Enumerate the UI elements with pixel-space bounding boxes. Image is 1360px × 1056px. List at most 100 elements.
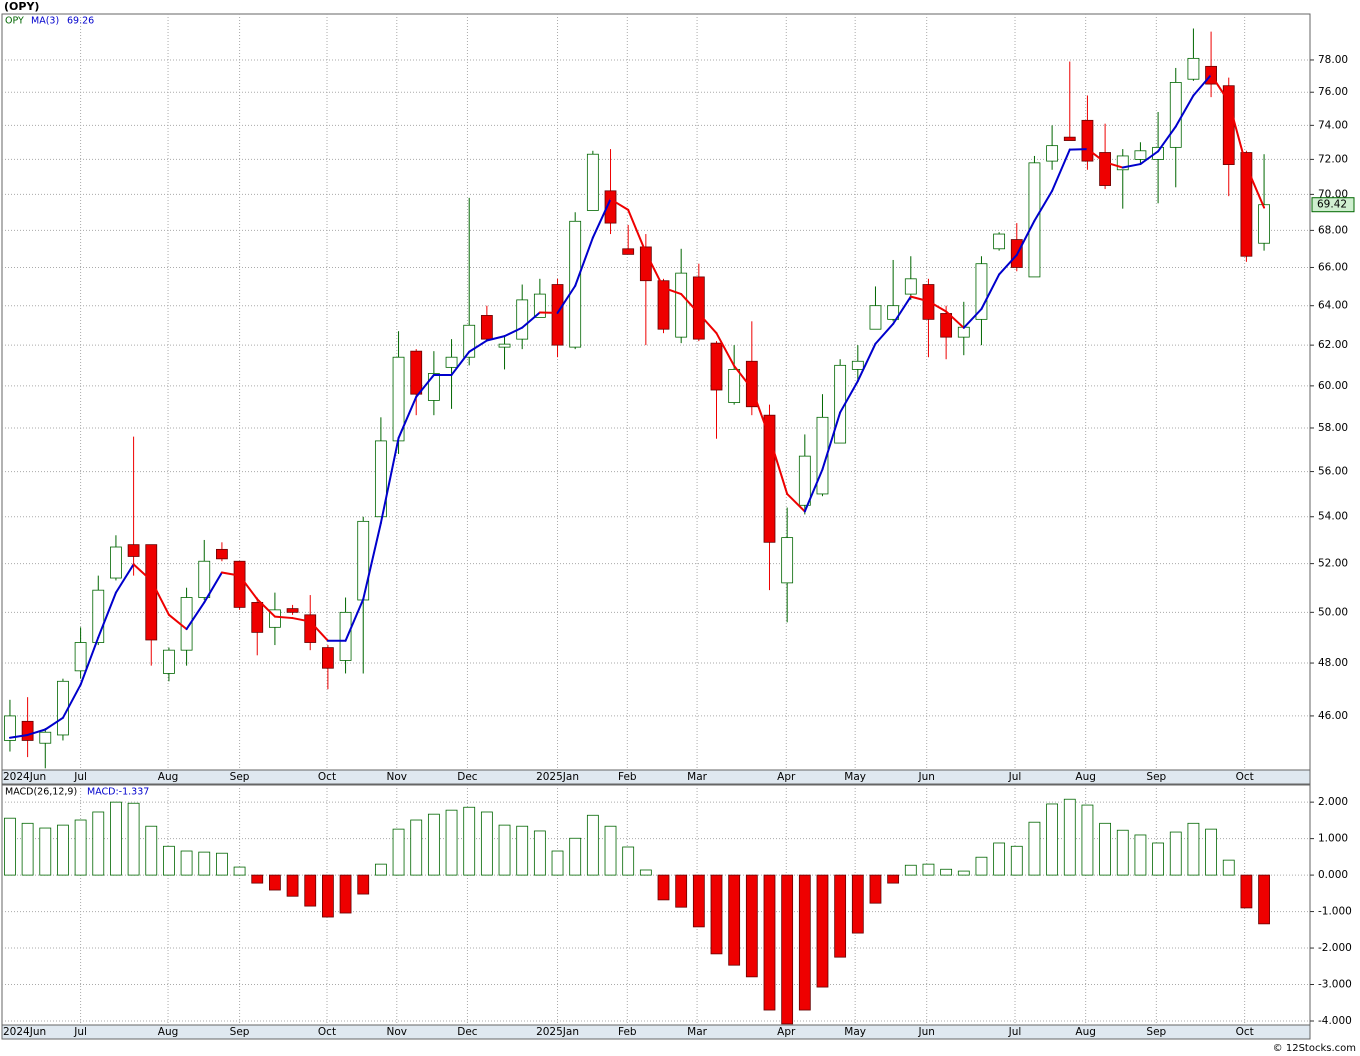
x-tick-label: 2024Jun xyxy=(3,771,46,783)
macd-bar xyxy=(480,811,493,876)
macd-bar xyxy=(74,819,87,876)
y-tick-label: 52.00 xyxy=(1318,558,1348,570)
candle-body xyxy=(1258,204,1270,244)
ma-line xyxy=(1033,189,1054,222)
x-tick-label: Dec xyxy=(457,1026,478,1038)
x-tick-label: Mar xyxy=(687,1026,707,1038)
macd-bar xyxy=(745,874,758,978)
ma-line xyxy=(503,326,524,338)
candle-body xyxy=(163,649,175,674)
y-tick-label: 54.00 xyxy=(1318,511,1348,523)
macd-bar xyxy=(639,869,652,876)
ma-line xyxy=(591,198,612,239)
ma-line xyxy=(786,492,806,513)
x-tick-label: Mar xyxy=(687,771,707,783)
y-tick-label: 76.00 xyxy=(1318,86,1348,98)
legend-macd: MACD(26,12,9) xyxy=(5,787,77,798)
candle-body xyxy=(710,342,723,391)
macd-bar xyxy=(445,809,458,876)
ma-line xyxy=(821,411,842,471)
ma-line xyxy=(874,322,895,345)
ma-line xyxy=(344,598,365,642)
ma-line xyxy=(1068,148,1089,151)
ma-line xyxy=(415,373,435,398)
macd-bar xyxy=(604,825,617,876)
x-tick-label: Aug xyxy=(158,771,179,783)
macd-bar xyxy=(1152,842,1164,876)
x-tick-label: Jun xyxy=(917,771,934,783)
macd-bar xyxy=(1063,798,1076,876)
ma-line xyxy=(379,437,400,524)
y-tick-label: 0.000 xyxy=(1318,869,1348,881)
macd-bar xyxy=(763,874,776,1011)
macd-bar xyxy=(922,863,935,876)
x-tick-label: 2025Jan xyxy=(536,771,579,783)
ma-line xyxy=(26,728,47,736)
macd-bar xyxy=(145,825,158,876)
ma-line xyxy=(839,380,859,414)
x-tick-label: Jul xyxy=(73,1026,87,1038)
y-tick-label: 2.000 xyxy=(1318,796,1348,808)
y-tick-label: -2.000 xyxy=(1318,942,1352,954)
ma-line xyxy=(609,198,630,211)
ma-line xyxy=(485,335,506,342)
ma-line xyxy=(733,364,753,390)
candle-body xyxy=(516,299,529,340)
y-tick-label: 50.00 xyxy=(1318,606,1348,618)
candle-body xyxy=(604,190,617,224)
x-tick-label: Feb xyxy=(618,771,637,783)
ma-line xyxy=(1210,73,1230,103)
ma-line xyxy=(114,563,135,594)
y-tick-label: 68.00 xyxy=(1318,224,1348,236)
macd-bar xyxy=(1134,834,1147,876)
macd-bar xyxy=(1081,804,1094,876)
macd-bar xyxy=(586,814,599,876)
macd-bar xyxy=(216,852,228,876)
macd-bar xyxy=(1169,831,1182,876)
x-tick-label: Jun xyxy=(917,1026,934,1038)
candle-body xyxy=(851,360,864,370)
ma-line xyxy=(61,683,82,719)
ma-line xyxy=(803,468,824,513)
candle-body xyxy=(657,280,670,330)
ma-line xyxy=(273,615,294,620)
macd-bar xyxy=(269,874,281,891)
y-tick-label: 74.00 xyxy=(1318,119,1348,131)
macd-bar xyxy=(180,850,193,876)
ma-line xyxy=(715,332,736,367)
y-tick-label: 56.00 xyxy=(1318,466,1348,478)
legend-symbol: OPY xyxy=(5,16,24,27)
ma-line xyxy=(8,733,29,739)
y-tick-label: 46.00 xyxy=(1318,710,1348,722)
last-price-label: 69.42 xyxy=(1317,199,1347,211)
macd-bar xyxy=(904,864,917,876)
candle-body xyxy=(551,284,564,346)
y-tick-label: -3.000 xyxy=(1318,979,1352,991)
macd-bar xyxy=(533,830,546,876)
ma-line xyxy=(521,311,541,329)
x-tick-label: Apr xyxy=(777,1026,796,1038)
macd-bar xyxy=(692,874,705,928)
y-tick-label: 78.00 xyxy=(1318,54,1348,66)
candle-body xyxy=(427,373,440,401)
candle-body xyxy=(975,263,988,320)
macd-bar xyxy=(339,874,352,914)
x-tick-label: Nov xyxy=(387,771,408,783)
macd-bar xyxy=(710,874,723,955)
candle-body xyxy=(57,680,69,736)
macd-bar xyxy=(516,825,529,876)
ma-line xyxy=(680,293,700,315)
ma-line xyxy=(291,617,312,623)
macd-bar xyxy=(21,822,34,876)
ma-line xyxy=(574,236,594,287)
macd-bar xyxy=(1099,822,1112,876)
x-tick-label: Sep xyxy=(1146,771,1166,783)
candle-body xyxy=(216,548,228,560)
candle-body xyxy=(198,560,211,598)
candle-body xyxy=(463,324,476,358)
ma-line xyxy=(1121,163,1142,169)
macd-bar xyxy=(993,842,1006,876)
macd-bar xyxy=(975,856,988,876)
candle-body xyxy=(21,720,34,741)
macd-bar xyxy=(163,845,175,876)
